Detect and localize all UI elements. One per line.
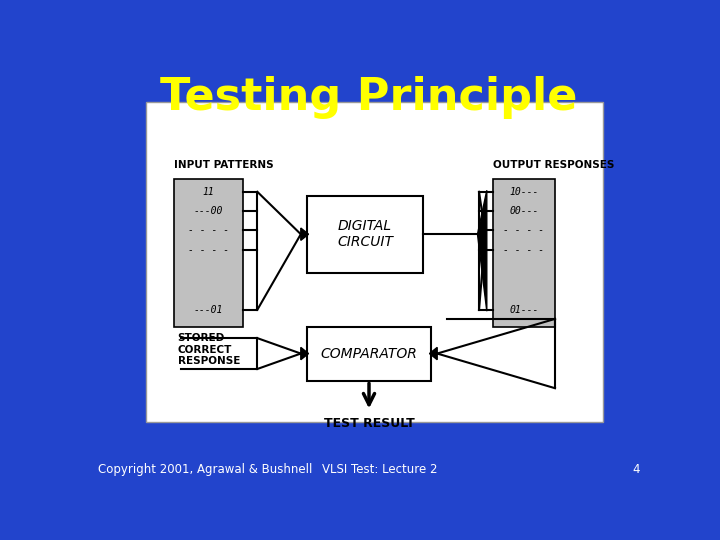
Bar — [493, 179, 555, 327]
Text: VLSI Test: Lecture 2: VLSI Test: Lecture 2 — [323, 463, 438, 476]
Text: - - - -: - - - - — [188, 225, 229, 235]
Text: Copyright 2001, Agrawal & Bushnell: Copyright 2001, Agrawal & Bushnell — [98, 463, 312, 476]
Text: ---01: ---01 — [194, 305, 223, 315]
Polygon shape — [429, 347, 437, 360]
Text: - - - -: - - - - — [503, 225, 544, 235]
Text: 11: 11 — [203, 187, 215, 197]
Text: 4: 4 — [633, 463, 640, 476]
Text: 00---: 00--- — [509, 206, 539, 216]
Bar — [145, 102, 603, 422]
Text: DIGITAL
CIRCUIT: DIGITAL CIRCUIT — [337, 219, 393, 249]
Text: TEST RESULT: TEST RESULT — [323, 417, 415, 430]
Text: COMPARATOR: COMPARATOR — [320, 347, 418, 361]
Text: STORED
CORRECT
RESPONSE: STORED CORRECT RESPONSE — [178, 333, 240, 366]
Text: OUTPUT RESPONSES: OUTPUT RESPONSES — [493, 159, 614, 170]
Text: ---00: ---00 — [194, 206, 223, 216]
Text: - - - -: - - - - — [188, 245, 229, 254]
Polygon shape — [477, 190, 487, 311]
Text: 01---: 01--- — [509, 305, 539, 315]
Polygon shape — [301, 228, 309, 240]
Text: INPUT PATTERNS: INPUT PATTERNS — [174, 159, 274, 170]
Polygon shape — [301, 347, 309, 360]
Bar — [174, 179, 243, 327]
Text: Testing Principle: Testing Principle — [161, 76, 577, 119]
Text: - - - -: - - - - — [503, 245, 544, 254]
Text: 10---: 10--- — [509, 187, 539, 197]
Bar — [307, 195, 423, 273]
Bar — [307, 327, 431, 381]
